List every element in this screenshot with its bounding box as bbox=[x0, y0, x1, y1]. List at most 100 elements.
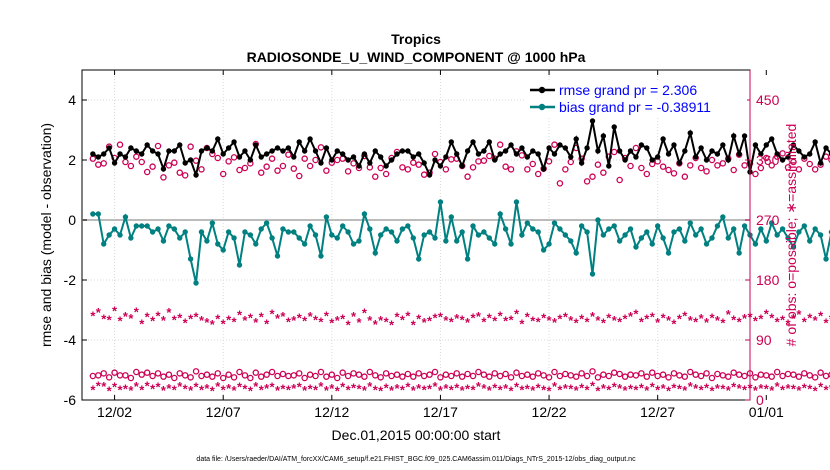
obs-assimilated-point: * bbox=[356, 315, 362, 330]
obs-possible-point bbox=[480, 371, 488, 378]
rmse-point bbox=[568, 154, 574, 160]
rmse-point bbox=[421, 160, 427, 166]
obs-assimilated-point: * bbox=[340, 380, 346, 395]
obs-possible-point bbox=[697, 372, 705, 380]
obs-possible-point bbox=[187, 143, 194, 150]
obs-assimilated-point: * bbox=[259, 310, 265, 325]
bias-point bbox=[160, 238, 167, 244]
obs-possible-point bbox=[181, 172, 189, 179]
obs-possible-point bbox=[171, 374, 178, 382]
obs-assimilated-point: * bbox=[519, 316, 525, 331]
obs-assimilated-point: * bbox=[362, 306, 368, 321]
obs-possible-point bbox=[475, 368, 482, 376]
obs-assimilated-point: * bbox=[769, 310, 775, 325]
rmse-point bbox=[459, 163, 465, 169]
obs-assimilated-point: * bbox=[470, 382, 476, 397]
obs-possible-point bbox=[290, 165, 298, 172]
obs-assimilated-point: * bbox=[541, 382, 547, 397]
obs-possible-point bbox=[502, 163, 509, 170]
obs-assimilated-point: * bbox=[813, 384, 819, 399]
bias-point bbox=[111, 226, 118, 232]
obs-possible-point bbox=[377, 374, 384, 381]
bias-point bbox=[318, 253, 324, 259]
obs-assimilated-point: * bbox=[96, 378, 102, 393]
obs-possible-point bbox=[306, 162, 314, 170]
obs-assimilated-point: * bbox=[156, 380, 162, 395]
obs-possible-point bbox=[524, 371, 531, 378]
obs-possible-point bbox=[496, 141, 504, 148]
bias-point bbox=[149, 229, 156, 235]
bias-point bbox=[95, 211, 101, 217]
obs-assimilated-point: * bbox=[134, 379, 140, 394]
obs-assimilated-point: * bbox=[628, 382, 634, 397]
obs-assimilated-point: * bbox=[601, 316, 607, 331]
obs-possible-point bbox=[752, 374, 759, 381]
obs-assimilated-point: * bbox=[503, 381, 509, 396]
bias-point bbox=[377, 232, 384, 238]
obs-assimilated-point: * bbox=[107, 384, 113, 399]
rmse-point bbox=[687, 130, 693, 136]
obs-assimilated-point: * bbox=[248, 310, 254, 325]
y-tick-label-right: 450 bbox=[756, 92, 780, 108]
obs-possible-point bbox=[361, 373, 368, 380]
rmse-point bbox=[225, 145, 232, 151]
obs-possible-point bbox=[127, 374, 135, 382]
obs-assimilated-point: * bbox=[438, 310, 444, 325]
obs-assimilated-point: * bbox=[481, 314, 487, 329]
obs-possible-point bbox=[290, 372, 298, 379]
obs-assimilated-point: * bbox=[297, 310, 303, 325]
bias-point bbox=[595, 217, 601, 223]
bias-point bbox=[714, 223, 721, 229]
obs-possible-point bbox=[757, 164, 765, 172]
obs-possible-point bbox=[404, 166, 412, 173]
obs-assimilated-point: * bbox=[351, 309, 357, 324]
rmse-point bbox=[399, 148, 406, 154]
obs-possible-point bbox=[111, 369, 118, 376]
obs-assimilated-point: * bbox=[585, 314, 591, 329]
obs-possible-point bbox=[426, 371, 433, 378]
rmse-point bbox=[823, 145, 829, 151]
obs-assimilated-point: * bbox=[671, 380, 677, 395]
obs-assimilated-point: * bbox=[568, 313, 574, 328]
bias-point bbox=[144, 223, 150, 229]
obs-possible-point bbox=[257, 373, 265, 380]
obs-assimilated-point: * bbox=[688, 379, 694, 394]
obs-assimilated-point: * bbox=[639, 314, 645, 329]
obs-assimilated-point: * bbox=[378, 313, 384, 328]
rmse-point bbox=[416, 151, 422, 157]
obs-possible-point bbox=[572, 373, 580, 380]
obs-assimilated-point: * bbox=[590, 378, 596, 393]
obs-possible-point bbox=[339, 369, 346, 376]
obs-assimilated-point: * bbox=[123, 309, 129, 324]
legend-rmse-label: rmse grand pr = 2.306 bbox=[559, 82, 697, 98]
obs-assimilated-point: * bbox=[785, 381, 791, 396]
obs-possible-point bbox=[285, 151, 292, 158]
obs-possible-point bbox=[355, 371, 363, 378]
obs-assimilated-point: * bbox=[117, 314, 123, 329]
bias-point bbox=[225, 229, 232, 235]
obs-possible-point bbox=[312, 156, 319, 164]
obs-possible-point bbox=[589, 173, 596, 180]
bias-point bbox=[334, 235, 340, 241]
rmse-point bbox=[638, 142, 645, 148]
obs-possible-point bbox=[768, 373, 775, 380]
obs-assimilated-point: * bbox=[280, 382, 286, 397]
rmse-point bbox=[481, 148, 487, 154]
legend-bias-label: bias grand pr = -0.38911 bbox=[559, 99, 711, 115]
obs-assimilated-point: * bbox=[318, 379, 324, 394]
rmse-point bbox=[470, 139, 476, 145]
obs-assimilated-point: * bbox=[720, 382, 726, 397]
bias-point bbox=[633, 244, 639, 250]
obs-possible-point bbox=[225, 371, 232, 378]
bias-point bbox=[274, 253, 281, 259]
obs-assimilated-point: * bbox=[742, 311, 748, 326]
bias-point bbox=[475, 232, 482, 238]
obs-assimilated-point: * bbox=[617, 381, 623, 396]
rmse-point bbox=[166, 148, 172, 154]
obs-possible-point bbox=[263, 163, 270, 170]
bias-point bbox=[779, 226, 786, 232]
obs-assimilated-point: * bbox=[275, 311, 281, 326]
rmse-point bbox=[394, 151, 400, 157]
obs-assimilated-point: * bbox=[139, 316, 145, 331]
obs-assimilated-point: * bbox=[237, 308, 243, 323]
